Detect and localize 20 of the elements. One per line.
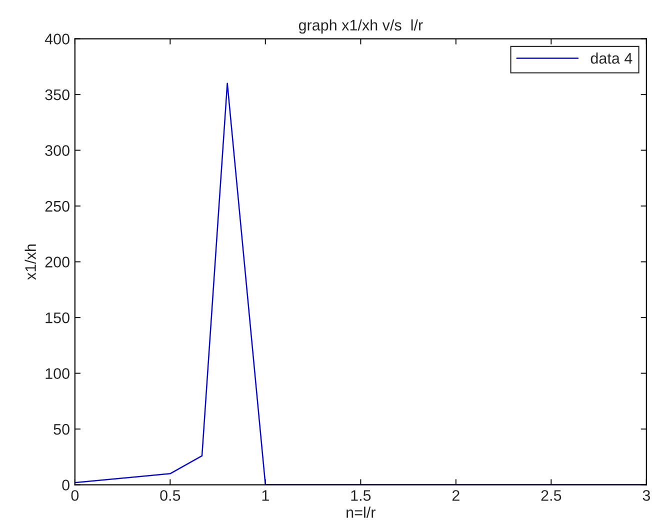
x-axis-title: n=l/r: [346, 506, 376, 518]
x-tick-label: 1: [262, 490, 269, 501]
x-tick-label: 2.5: [541, 490, 562, 501]
x-tick-label: 3: [642, 490, 650, 501]
y-tick-label: 400: [44, 34, 70, 44]
y-tick-label: 250: [45, 200, 70, 212]
y-tick-label: 50: [54, 424, 70, 435]
y-tick-label: 350: [45, 89, 70, 100]
legend-label: data 4: [590, 52, 632, 64]
y-tick-label: 150: [46, 312, 70, 324]
chart-title: graph x1/xh v/s l/r: [298, 19, 423, 34]
x-tick-label: 0: [71, 490, 79, 501]
y-axis-title: x1/xh: [24, 244, 36, 280]
y-tick-label: 100: [46, 368, 70, 379]
y-tick-label: 200: [45, 256, 70, 268]
x-tick-label: 2: [452, 490, 460, 501]
x-tick-label: 1.5: [351, 490, 371, 501]
y-tick-label: 300: [45, 145, 70, 156]
x-tick-label: 0.5: [160, 490, 180, 501]
y-tick-label: 0: [62, 480, 70, 490]
